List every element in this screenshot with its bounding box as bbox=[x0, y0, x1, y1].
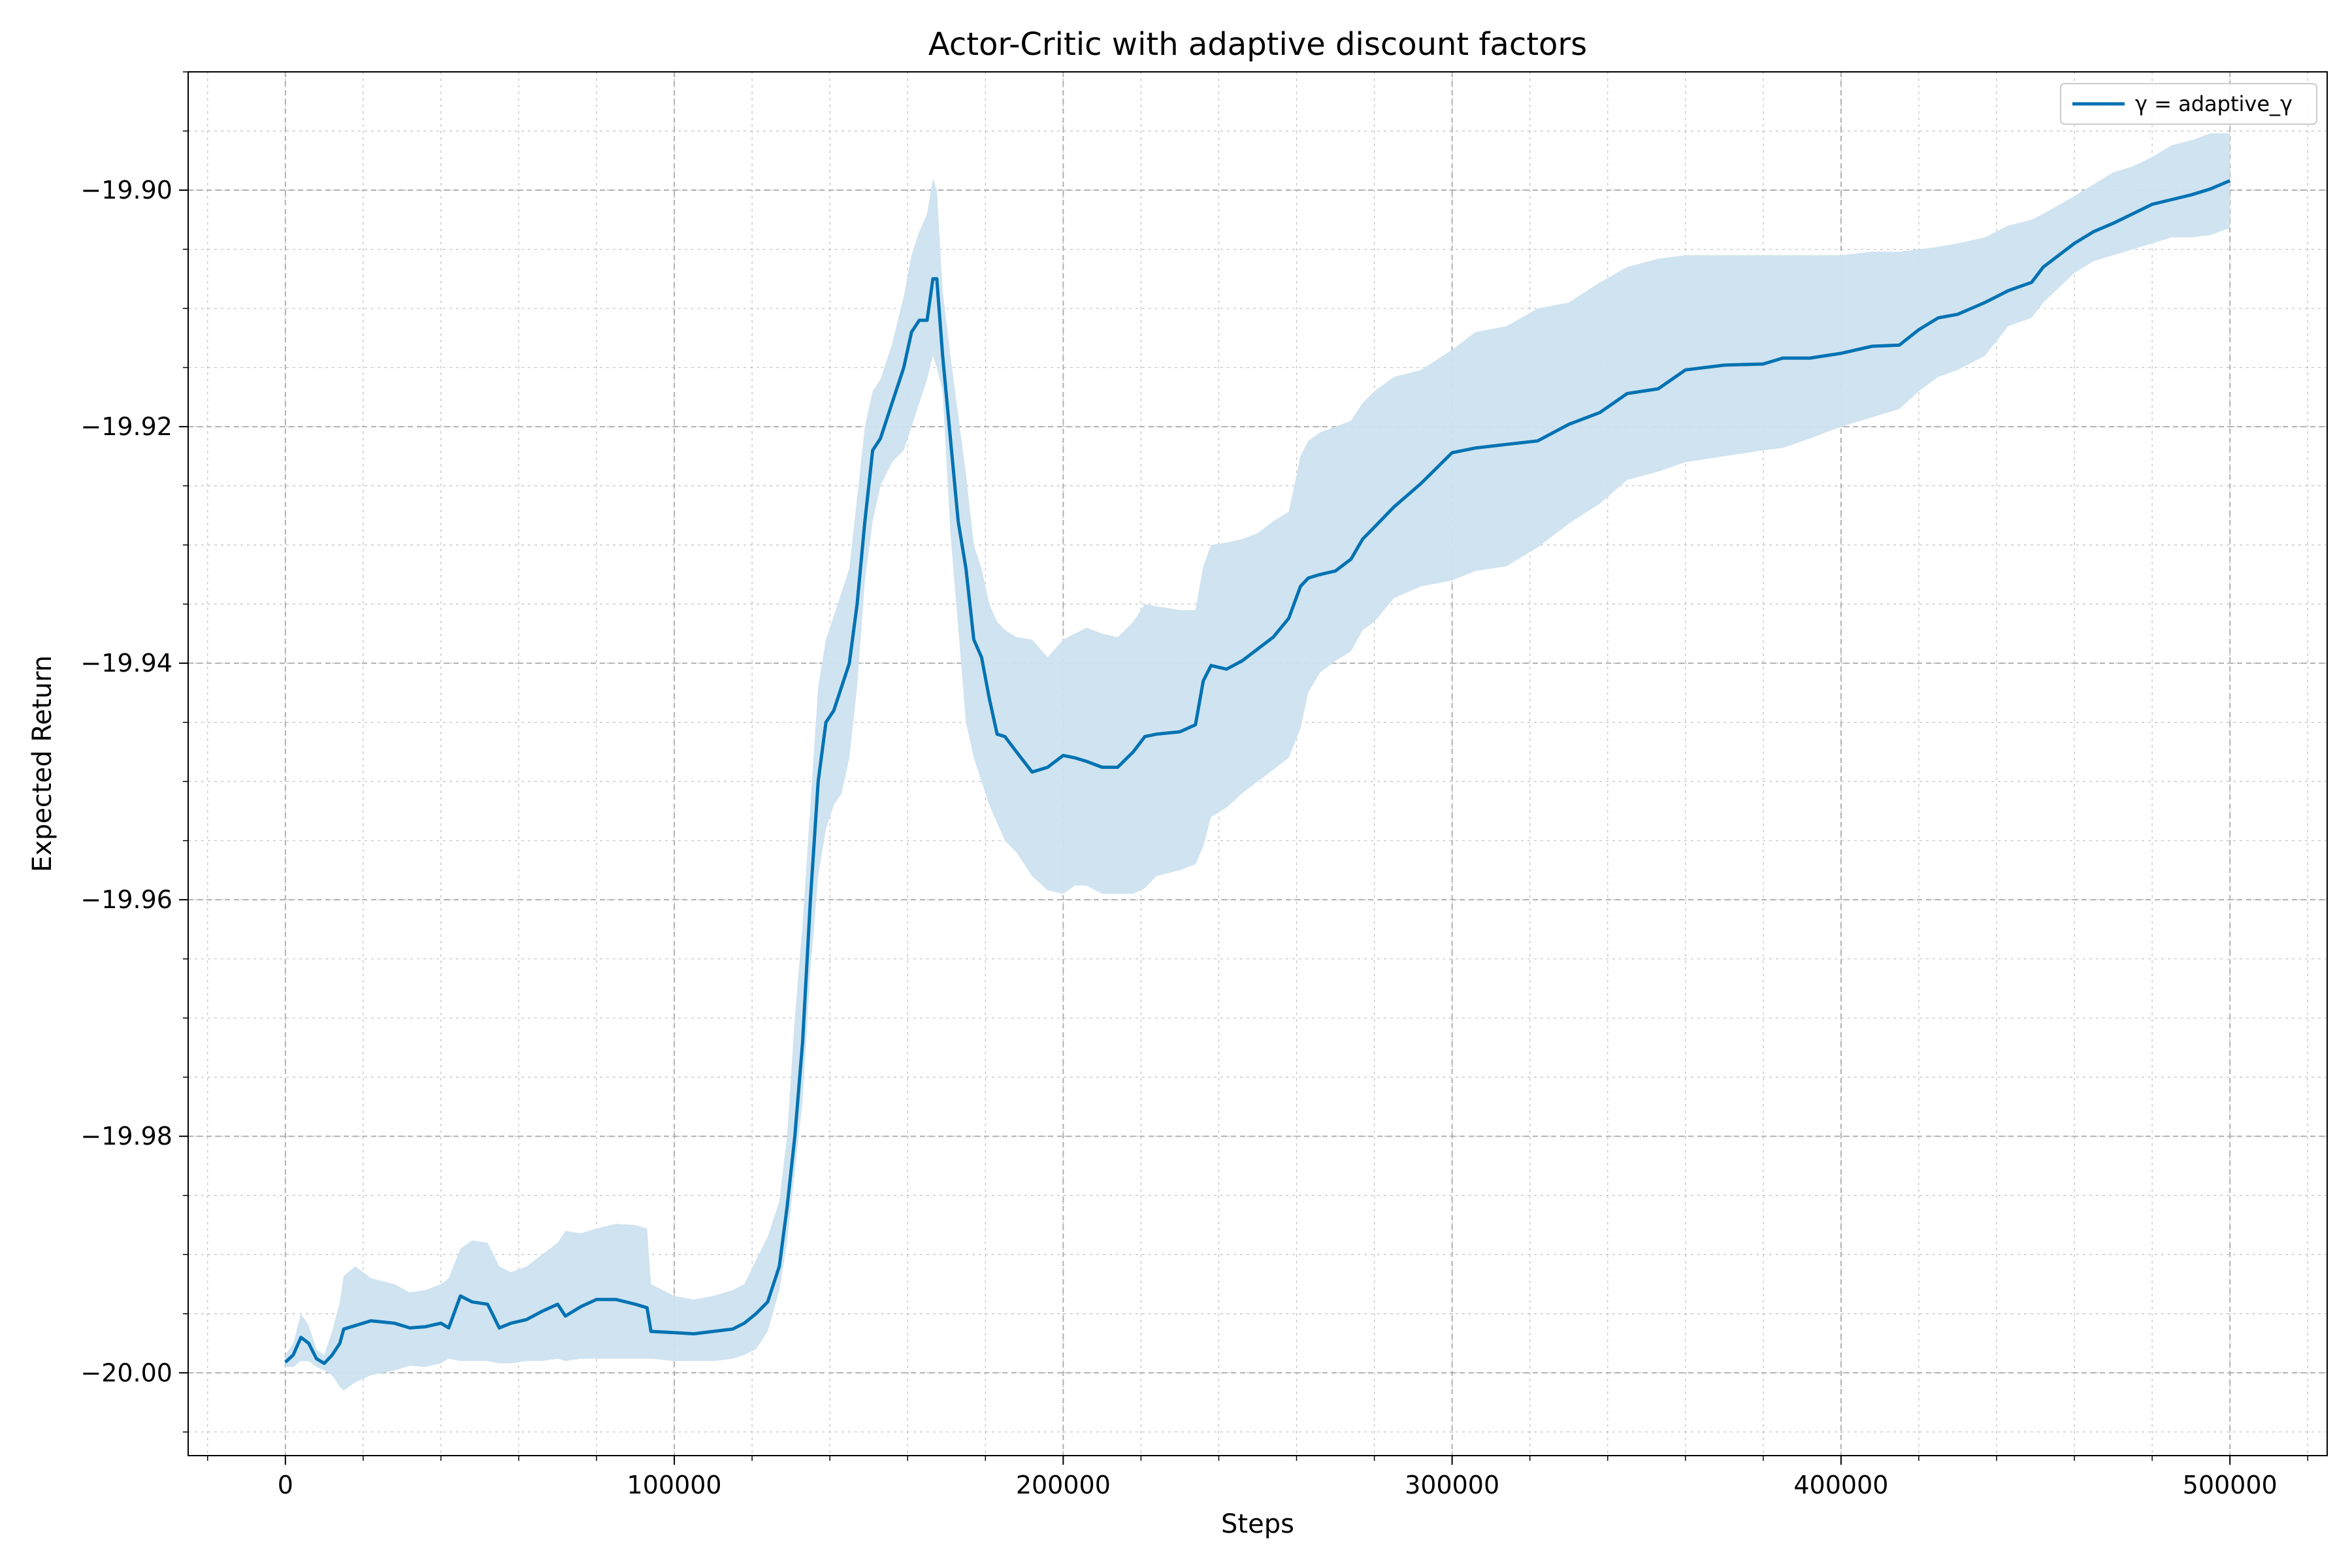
y-tick-label: −19.90 bbox=[80, 176, 172, 204]
x-tick-label: 0 bbox=[278, 1471, 293, 1499]
y-tick-label: −19.96 bbox=[80, 885, 172, 914]
confidence-band bbox=[285, 133, 2230, 1391]
legend-box bbox=[2060, 83, 2317, 125]
y-axis-label: Expected Return bbox=[27, 655, 57, 872]
series-line-adaptive bbox=[284, 179, 2231, 1365]
y-tick-label: −19.94 bbox=[80, 649, 172, 678]
y-tick-label: −20.00 bbox=[80, 1358, 172, 1387]
x-tick-label: 500000 bbox=[2183, 1471, 2278, 1499]
confidence-band-layer bbox=[285, 133, 2230, 1391]
x-tick-labels: 0 100000 200000 300000 400000 500000 bbox=[278, 1471, 2278, 1499]
x-tick-label: 100000 bbox=[627, 1471, 722, 1499]
y-tick-label: −19.92 bbox=[80, 412, 172, 441]
plot-area-frame bbox=[188, 71, 2328, 1456]
legend: γ = adaptive_γ bbox=[2060, 83, 2317, 125]
y-tick-labels: −20.00 −19.98 −19.96 −19.94 −19.92 −19.90 bbox=[80, 176, 172, 1387]
chart-title: Actor-Critic with adaptive discount fact… bbox=[928, 26, 1587, 63]
axis-ticks bbox=[179, 71, 2308, 1465]
x-axis-label: Steps bbox=[1221, 1509, 1294, 1539]
y-tick-label: −19.98 bbox=[80, 1122, 172, 1151]
legend-entry-label: γ = adaptive_γ bbox=[2135, 91, 2293, 116]
series-line-layer bbox=[284, 179, 2231, 1365]
x-tick-label: 300000 bbox=[1405, 1471, 1499, 1499]
x-tick-label: 200000 bbox=[1016, 1471, 1111, 1499]
x-tick-label: 400000 bbox=[1793, 1471, 1888, 1499]
